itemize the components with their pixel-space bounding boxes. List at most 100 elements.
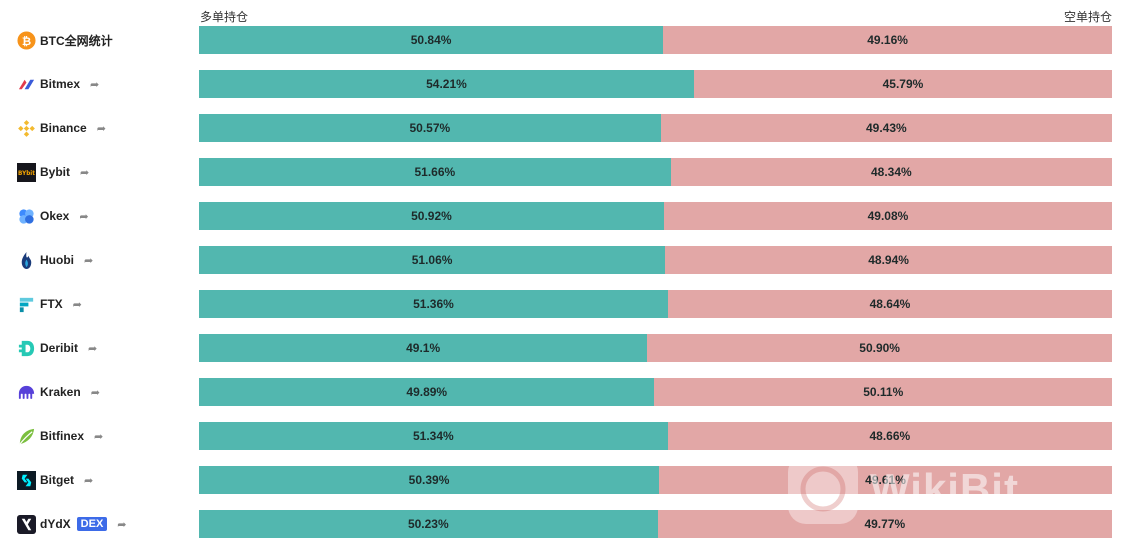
short-value-label: 48.94% (868, 253, 909, 267)
short-value-label: 49.08% (867, 209, 909, 223)
ratio-bar: 50.23% 49.77% (199, 510, 1112, 538)
short-bar-segment: 48.34% (670, 158, 1112, 186)
long-bar-segment: 51.66% (199, 158, 671, 186)
bitmex-logo-icon (17, 75, 36, 94)
exchange-name: FTX (40, 297, 63, 311)
exchange-row: Bitmex ➦ 54.21% 45.79% (0, 70, 1125, 98)
short-value-label: 48.34% (870, 165, 912, 179)
short-value-label: 48.66% (869, 429, 911, 443)
share-icon[interactable]: ➦ (90, 78, 100, 91)
exchange-label[interactable]: Okex ➦ (17, 202, 89, 230)
short-value-label: 50.11% (863, 385, 904, 399)
dex-badge: DEX (76, 517, 108, 531)
exchange-label[interactable]: Bitget ➦ (17, 466, 93, 494)
share-icon[interactable]: ➦ (84, 474, 94, 487)
exchange-label[interactable]: dYdX DEX ➦ (17, 510, 127, 538)
short-bar-segment: 48.66% (667, 422, 1112, 450)
ratio-bar: 50.92% 49.08% (199, 202, 1112, 230)
long-bar-segment: 49.1% (199, 334, 648, 362)
long-bar-segment: 50.23% (199, 510, 658, 538)
exchange-name: Huobi (40, 253, 74, 267)
long-bar-segment: 50.39% (199, 466, 660, 494)
exchange-row: Bitget ➦ 50.39% 49.61% (0, 466, 1125, 494)
share-icon[interactable]: ➦ (79, 210, 89, 223)
exchange-label[interactable]: Bitfinex ➦ (17, 422, 103, 450)
short-bar-segment: 49.16% (663, 26, 1112, 54)
long-value-label: 51.36% (413, 297, 454, 311)
long-value-label: 50.92% (411, 209, 452, 223)
ftx-logo-icon (17, 295, 36, 314)
exchange-label[interactable]: Huobi ➦ (17, 246, 93, 274)
exchange-label[interactable]: ₿ BTC全网统计 (17, 26, 113, 54)
short-bar-segment: 48.64% (667, 290, 1112, 318)
ratio-bar: 50.39% 49.61% (199, 466, 1112, 494)
long-value-label: 49.89% (406, 385, 448, 399)
share-icon[interactable]: ➦ (84, 254, 94, 267)
exchange-label[interactable]: Binance ➦ (17, 114, 106, 142)
exchange-row: BYbit Bybit ➦ 51.66% 48.34% (0, 158, 1125, 186)
ratio-bar: 54.21% 45.79% (199, 70, 1112, 98)
exchange-name: Kraken (40, 385, 81, 399)
exchange-name: Bitmex (40, 77, 81, 91)
kraken-logo-icon (17, 383, 36, 402)
short-bar-segment: 49.08% (663, 202, 1112, 230)
short-bar-segment: 49.61% (659, 466, 1112, 494)
share-icon[interactable]: ➦ (90, 386, 100, 399)
exchange-label[interactable]: FTX ➦ (17, 290, 82, 318)
exchange-row: Kraken ➦ 49.89% 50.11% (0, 378, 1125, 406)
ratio-bar: 49.1% 50.90% (199, 334, 1112, 362)
short-value-label: 49.43% (866, 121, 907, 135)
exchange-label[interactable]: BYbit Bybit ➦ (17, 158, 89, 186)
bitget-logo-icon (17, 470, 36, 490)
long-bar-segment: 51.06% (199, 246, 666, 274)
exchange-row: Bitfinex ➦ 51.34% 48.66% (0, 422, 1125, 450)
exchange-label[interactable]: Deribit ➦ (17, 334, 97, 362)
short-position-header: 空单持仓 (1063, 10, 1112, 24)
share-icon[interactable]: ➦ (96, 122, 106, 135)
bitfinex-logo-icon (17, 427, 36, 446)
long-value-label: 50.57% (409, 121, 451, 135)
long-value-label: 50.39% (408, 473, 450, 487)
short-value-label: 49.16% (867, 33, 908, 47)
binance-logo-icon (17, 119, 36, 138)
bitcoin-icon: ₿ (17, 30, 36, 50)
deribit-logo-icon (17, 339, 36, 358)
exchange-label[interactable]: Bitmex ➦ (17, 70, 99, 98)
ratio-bar: 51.06% 48.94% (199, 246, 1112, 274)
short-value-label: 50.90% (859, 341, 900, 355)
share-icon[interactable]: ➦ (94, 430, 104, 443)
exchange-row: Okex ➦ 50.92% 49.08% (0, 202, 1125, 230)
share-icon[interactable]: ➦ (72, 298, 82, 311)
exchange-name: Deribit (40, 341, 79, 355)
long-value-label: 51.66% (414, 165, 456, 179)
exchange-name: Bybit (40, 165, 70, 179)
share-icon[interactable]: ➦ (117, 518, 127, 531)
exchange-name: Bitget (40, 473, 74, 487)
ratio-bar: 50.84% 49.16% (199, 26, 1112, 54)
svg-text:BYbit: BYbit (18, 170, 35, 176)
exchange-row: FTX ➦ 51.36% 48.64% (0, 290, 1125, 318)
ratio-bar: 51.36% 48.64% (199, 290, 1112, 318)
long-value-label: 51.34% (413, 429, 454, 443)
ratio-bar: 51.66% 48.34% (199, 158, 1112, 186)
exchange-label[interactable]: Kraken ➦ (17, 378, 100, 406)
short-bar-segment: 50.90% (647, 334, 1112, 362)
ratio-bar: 49.89% 50.11% (199, 378, 1112, 406)
short-value-label: 49.61% (865, 473, 906, 487)
exchange-row: ₿ BTC全网统计 50.84% 49.16% (0, 26, 1125, 54)
ratio-bar: 51.34% 48.66% (199, 422, 1112, 450)
long-value-label: 51.06% (411, 253, 453, 267)
long-bar-segment: 50.84% (199, 26, 664, 54)
short-bar-segment: 48.94% (665, 246, 1112, 274)
exchange-row: dYdX DEX ➦ 50.23% 49.77% (0, 510, 1125, 538)
long-position-header: 多单持仓 (200, 10, 249, 24)
exchange-row: Binance ➦ 50.57% 49.43% (0, 114, 1125, 142)
short-bar-segment: 49.43% (660, 114, 1112, 142)
dydx-logo-icon (17, 514, 36, 534)
share-icon[interactable]: ➦ (80, 166, 90, 179)
share-icon[interactable]: ➦ (88, 342, 98, 355)
short-bar-segment: 50.11% (654, 378, 1112, 406)
exchange-name: BTC全网统计 (40, 33, 113, 48)
svg-text:₿: ₿ (22, 33, 31, 47)
long-value-label: 49.1% (406, 341, 441, 355)
